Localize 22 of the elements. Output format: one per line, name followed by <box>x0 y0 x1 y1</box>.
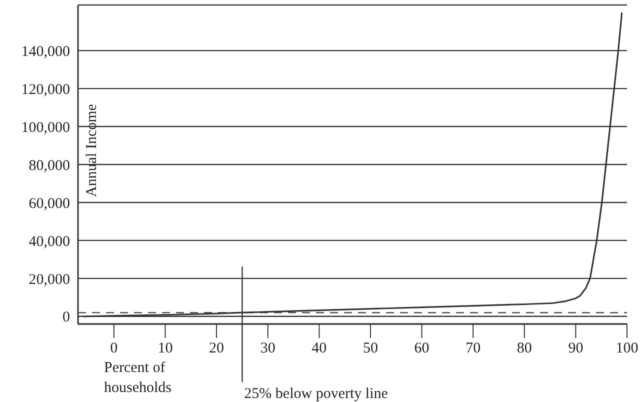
y-tick-label: 120,000 <box>21 82 70 98</box>
x-tick-label: 70 <box>466 340 481 357</box>
x-axis-title: Percent of households <box>104 359 172 398</box>
y-tick-label: 60,000 <box>28 196 70 212</box>
x-tick-label: 20 <box>209 340 224 357</box>
y-tick-label: 0 <box>62 310 70 326</box>
ref-line-label: 25% below poverty line <box>244 386 388 402</box>
y-tick-label: 20,000 <box>28 272 70 288</box>
x-tick-label: 100 <box>616 340 638 357</box>
x-tick-label: 60 <box>414 340 430 357</box>
y-tick-label: 40,000 <box>28 234 70 250</box>
x-tick-label: 90 <box>568 340 584 357</box>
x-tick-label: 50 <box>362 340 378 357</box>
x-tick-label: 10 <box>158 340 173 357</box>
x-tick-label: 80 <box>516 340 532 357</box>
y-axis-title: Annual Income <box>84 104 100 196</box>
y-tick-label: 100,000 <box>21 120 70 136</box>
x-tick-label: 0 <box>110 340 118 357</box>
x-tick-label: 30 <box>260 340 276 357</box>
y-tick-label: 140,000 <box>21 44 70 60</box>
x-tick-label: 40 <box>312 340 327 357</box>
y-tick-label: 80,000 <box>28 158 70 174</box>
